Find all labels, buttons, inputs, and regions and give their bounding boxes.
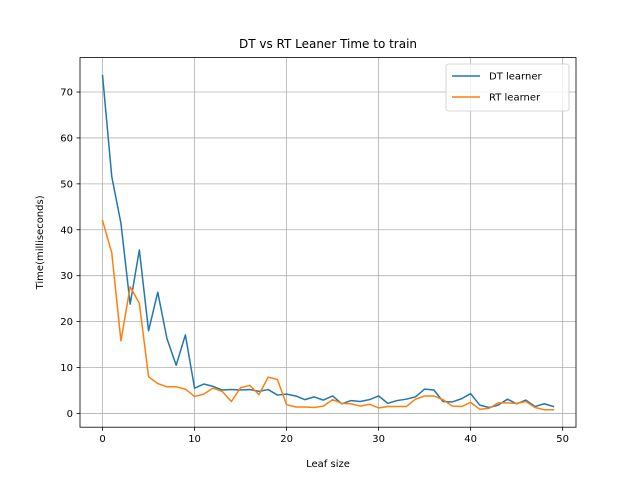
series-lines	[101, 74, 555, 411]
plot-frame	[79, 57, 577, 428]
series-line-rt-learner	[101, 219, 555, 411]
x-tick-label: 20	[280, 434, 293, 445]
y-tick-label: 30	[60, 271, 73, 282]
y-tick-label: 70	[60, 88, 73, 99]
legend: DT learner RT learner	[445, 63, 570, 112]
y-tick-label: 0	[67, 409, 73, 420]
series-line-dt-learner	[101, 74, 555, 409]
chart-title: DT vs RT Leaner Time to train	[239, 37, 417, 51]
x-tick-label: 10	[188, 434, 201, 445]
y-tick-label: 50	[60, 179, 73, 190]
x-tick-label: 0	[99, 434, 105, 445]
y-tick-label: 60	[60, 133, 73, 144]
y-axis-label: Time(milliseconds)	[35, 195, 46, 290]
legend-label: RT learner	[489, 93, 541, 104]
x-axis-label: Leaf size	[306, 459, 350, 470]
x-tick-label: 30	[372, 434, 385, 445]
x-tick-label: 40	[464, 434, 477, 445]
y-axis-ticks: 0 10 20 30 40 50 60 70	[60, 88, 80, 420]
legend-label: DT learner	[489, 72, 542, 83]
x-axis-ticks: 0 10 20 30 40 50	[99, 427, 569, 445]
y-tick-label: 40	[60, 225, 73, 236]
grid	[80, 57, 576, 428]
y-tick-label: 20	[60, 317, 73, 328]
y-tick-label: 10	[60, 363, 73, 374]
x-tick-label: 50	[556, 434, 569, 445]
